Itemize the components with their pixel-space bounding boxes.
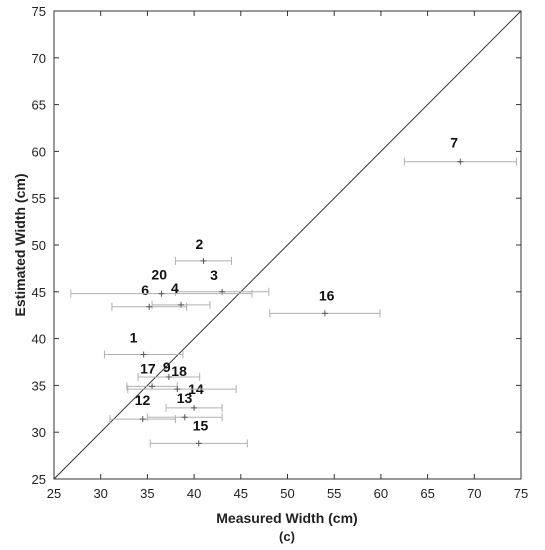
data-point: 7 bbox=[403, 135, 517, 166]
data-point: 12 bbox=[109, 392, 176, 424]
y-tick-label: 45 bbox=[32, 285, 46, 300]
point-label: 9 bbox=[163, 359, 171, 375]
data-point: 1 bbox=[103, 330, 184, 359]
x-tick-label: 40 bbox=[187, 486, 201, 501]
x-tick-label: 30 bbox=[93, 486, 107, 501]
data-point: 3 bbox=[174, 267, 270, 296]
identity-line bbox=[53, 10, 522, 480]
x-tick-label: 35 bbox=[140, 486, 154, 501]
point-label: 18 bbox=[171, 363, 187, 379]
point-label: 16 bbox=[319, 287, 335, 303]
y-tick-label: 50 bbox=[32, 238, 46, 253]
point-label: 3 bbox=[210, 267, 218, 283]
y-tick-label: 35 bbox=[32, 378, 46, 393]
y-tick-label: 75 bbox=[32, 4, 46, 19]
y-tick-label: 55 bbox=[32, 191, 46, 206]
x-tick-label: 50 bbox=[280, 486, 294, 501]
x-tick-label: 60 bbox=[374, 486, 388, 501]
point-label: 7 bbox=[450, 135, 458, 151]
data-point: 16 bbox=[269, 287, 381, 318]
x-tick-label: 70 bbox=[467, 486, 481, 501]
point-label: 4 bbox=[171, 280, 179, 296]
y-tick-label: 30 bbox=[32, 425, 46, 440]
point-label: 17 bbox=[140, 360, 156, 376]
figure-caption: (c) bbox=[279, 529, 295, 544]
x-tick-label: 45 bbox=[234, 486, 248, 501]
y-tick-label: 40 bbox=[32, 332, 46, 347]
x-tick-label: 75 bbox=[514, 486, 528, 501]
data-point: 6 bbox=[111, 282, 188, 311]
x-tick-label: 65 bbox=[420, 486, 434, 501]
data-point: 20 bbox=[70, 267, 253, 298]
x-tick-label: 55 bbox=[327, 486, 341, 501]
point-label: 2 bbox=[195, 236, 203, 252]
point-label: 20 bbox=[151, 267, 167, 283]
point-label: 12 bbox=[135, 392, 151, 408]
y-tick-label: 25 bbox=[32, 472, 46, 487]
x-tick-label: 25 bbox=[47, 486, 61, 501]
data-point: 4 bbox=[151, 280, 211, 309]
point-label: 15 bbox=[193, 417, 209, 433]
data-point: 15 bbox=[149, 417, 248, 448]
x-axis-title: Measured Width (cm) bbox=[216, 510, 357, 526]
data-point: 14 bbox=[165, 381, 223, 412]
data-point: 13 bbox=[146, 390, 223, 422]
data-point: 17 bbox=[126, 360, 178, 391]
point-label: 1 bbox=[130, 330, 138, 346]
data-point: 18 bbox=[127, 363, 237, 394]
y-axis-title: Estimated Width (cm) bbox=[12, 174, 28, 317]
plot-area: 25 30 35 40 45 50 55 60 65 70 75 25 30 35 40 45 50 55 60 65… bbox=[32, 4, 529, 501]
y-tick-label: 65 bbox=[32, 98, 46, 113]
y-tick-label: 70 bbox=[32, 51, 46, 66]
data-point: 2 bbox=[174, 236, 232, 265]
point-label: 6 bbox=[141, 282, 149, 298]
data-point: 9 bbox=[137, 359, 201, 381]
point-label: 13 bbox=[177, 390, 193, 406]
y-tick-label: 60 bbox=[32, 144, 46, 159]
